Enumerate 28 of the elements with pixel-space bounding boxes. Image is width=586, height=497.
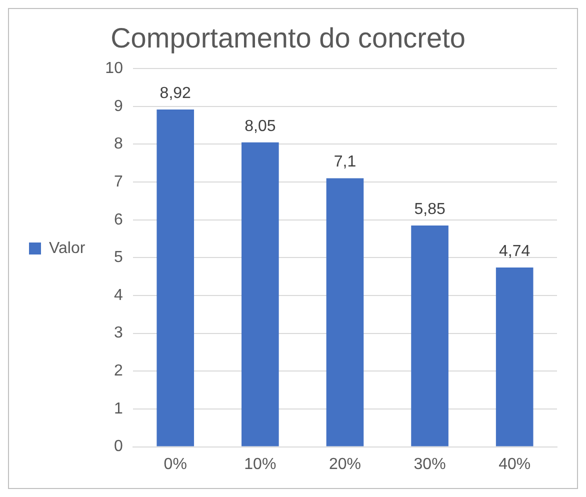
bar <box>326 178 364 446</box>
y-tick-label: 4 <box>114 286 124 304</box>
x-tick-label: 30% <box>414 456 446 473</box>
text: 8,05 <box>244 118 276 135</box>
y-tick-label: 1 <box>114 400 124 418</box>
y-tick-label: 7 <box>114 173 124 190</box>
bar <box>156 109 194 446</box>
y-tick-label: 3 <box>114 324 124 342</box>
y-tick-label: 8 <box>114 136 124 153</box>
x-tick-label: 40% <box>498 456 531 473</box>
text: 4,74 <box>499 242 530 260</box>
bar <box>242 142 279 446</box>
legend-label: Valor <box>49 240 86 257</box>
x-tick-label: 20% <box>328 456 361 473</box>
bar <box>411 226 448 446</box>
y-tick-label: 5 <box>114 249 124 266</box>
y-tick-label: 9 <box>114 98 124 115</box>
y-tick-label: 2 <box>114 362 124 380</box>
chart-title: Comportamento do concreto <box>110 22 466 54</box>
text: 8,92 <box>160 84 191 102</box>
x-tick-label: 10% <box>244 456 276 473</box>
text: 5,85 <box>414 200 446 218</box>
y-tick-label: 0 <box>114 438 124 456</box>
y-tick-label: 10 <box>105 60 124 78</box>
bar <box>496 268 534 446</box>
x-tick-label: 0% <box>164 456 187 473</box>
y-tick-label: 6 <box>114 211 124 228</box>
text: 7,1 <box>334 154 356 171</box>
